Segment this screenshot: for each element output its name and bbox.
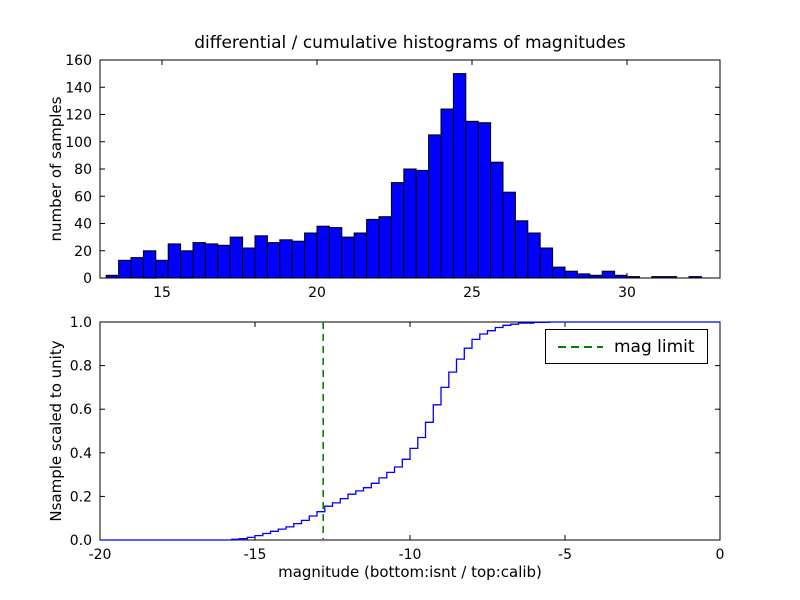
svg-text:25: 25 xyxy=(463,285,481,301)
svg-text:-20: -20 xyxy=(89,547,112,563)
svg-text:-15: -15 xyxy=(244,547,267,563)
legend-dashed-line-icon xyxy=(558,345,603,348)
svg-text:0.4: 0.4 xyxy=(70,446,92,462)
svg-text:60: 60 xyxy=(74,189,92,205)
legend-label: mag limit xyxy=(614,336,695,357)
legend: mag limit xyxy=(545,329,708,364)
svg-text:0.0: 0.0 xyxy=(70,533,92,549)
chart-title: differential / cumulative histograms of … xyxy=(194,33,626,53)
svg-text:-10: -10 xyxy=(399,547,422,563)
svg-text:30: 30 xyxy=(618,285,636,301)
svg-text:80: 80 xyxy=(74,162,92,178)
svg-text:120: 120 xyxy=(65,108,92,124)
svg-text:0.8: 0.8 xyxy=(70,359,92,375)
svg-text:15: 15 xyxy=(153,285,171,301)
svg-text:0: 0 xyxy=(83,271,92,287)
svg-text:160: 160 xyxy=(65,53,92,69)
svg-text:100: 100 xyxy=(65,135,92,151)
svg-text:20: 20 xyxy=(308,285,326,301)
svg-text:-5: -5 xyxy=(558,547,572,563)
svg-text:1.0: 1.0 xyxy=(70,315,92,331)
svg-text:0: 0 xyxy=(716,547,725,563)
svg-text:0.6: 0.6 xyxy=(70,402,92,418)
svg-text:20: 20 xyxy=(74,244,92,260)
svg-text:0.2: 0.2 xyxy=(70,489,92,505)
svg-text:40: 40 xyxy=(74,217,92,233)
svg-text:140: 140 xyxy=(65,80,92,96)
bottom-xlabel: magnitude (bottom:isnt / top:calib) xyxy=(278,563,542,581)
